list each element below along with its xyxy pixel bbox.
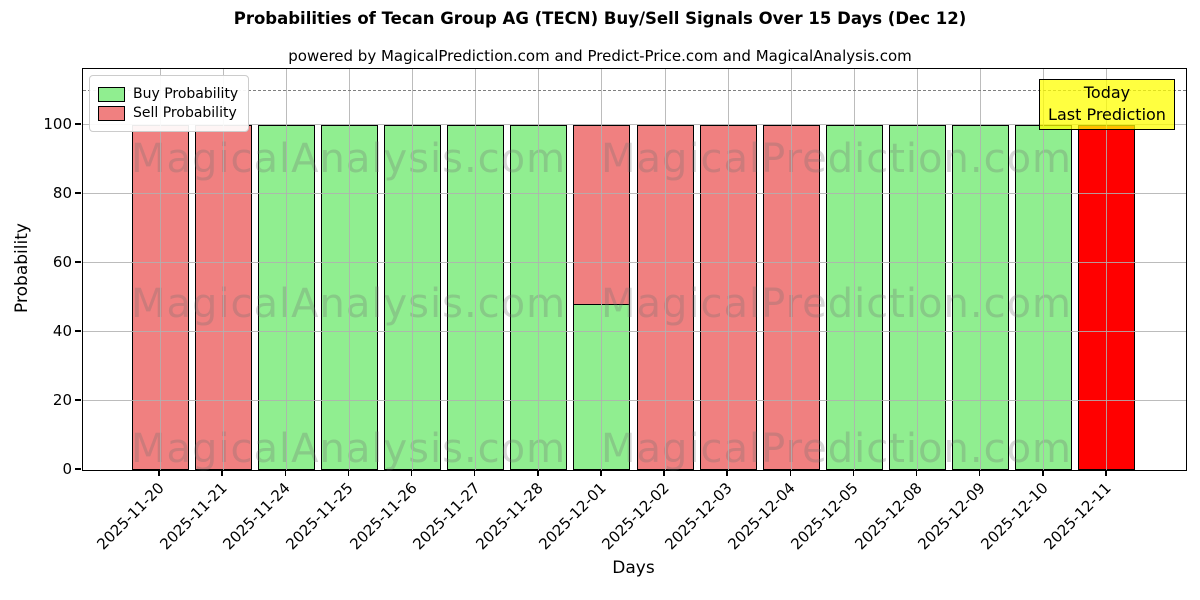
chart-title: Probabilities of Tecan Group AG (TECN) B… [233, 9, 967, 28]
y-tick-mark [75, 330, 81, 332]
vertical-gridline [285, 69, 287, 470]
x-tick-label: 2025-11-21 [156, 479, 231, 554]
x-tick-mark [978, 470, 981, 476]
legend-sell-label: Sell Probability [133, 105, 237, 121]
x-tick-mark [1105, 470, 1107, 476]
x-tick-label: 2025-12-10 [977, 479, 1052, 554]
y-tick-mark [75, 468, 81, 470]
legend-item-sell: Sell Probability [98, 105, 238, 121]
y-tick-mark [75, 192, 81, 194]
y-tick-mark [75, 123, 81, 125]
x-tick-label: 2025-11-24 [219, 479, 294, 554]
x-tick-mark [473, 470, 476, 476]
horizontal-gridline [83, 400, 1186, 402]
x-tick-mark [537, 470, 539, 476]
x-tick-label: 2025-11-25 [282, 479, 358, 554]
x-axis-label: Days [612, 558, 655, 578]
vertical-gridline [790, 69, 792, 470]
x-tick-label: 2025-12-01 [535, 479, 610, 554]
vertical-gridline [727, 69, 729, 470]
x-tick-label: 2025-11-27 [408, 479, 484, 554]
x-tick-mark [410, 470, 413, 476]
vertical-gridline [222, 69, 224, 470]
vertical-gridline [917, 69, 919, 470]
legend-buy-label: Buy Probability [133, 86, 239, 102]
x-tick-label: 2025-12-08 [850, 479, 926, 554]
x-tick-mark [915, 470, 918, 476]
horizontal-gridline [83, 193, 1186, 195]
y-tick-mark [75, 399, 81, 401]
chart-subtitle: powered by MagicalPrediction.com and Pre… [288, 47, 912, 65]
vertical-gridline [348, 69, 350, 470]
x-tick-mark [347, 470, 350, 476]
x-tick-mark [663, 470, 665, 476]
vertical-gridline [853, 69, 855, 470]
x-tick-label: 2025-12-11 [1040, 479, 1115, 554]
x-tick-mark [789, 470, 792, 476]
x-tick-label: 2025-12-03 [661, 479, 736, 554]
today-annotation-line1: Today [1083, 83, 1131, 102]
today-annotation-line2: Last Prediction [1048, 105, 1166, 125]
y-tick-label: 20 [52, 390, 72, 409]
y-tick-label: 100 [43, 114, 72, 133]
x-tick-mark [726, 470, 728, 476]
vertical-gridline [538, 69, 540, 470]
y-axis-label: Probability [12, 223, 32, 313]
y-tick-label: 60 [52, 252, 72, 271]
horizontal-gridline [83, 331, 1186, 333]
x-tick-mark [158, 470, 160, 476]
sell-swatch [98, 105, 125, 121]
vertical-gridline [475, 69, 477, 470]
buy-swatch [98, 86, 125, 102]
y-tick-mark [75, 261, 81, 263]
legend-item-buy: Buy Probability [98, 86, 238, 102]
vertical-gridline [601, 69, 603, 470]
watermark-text: MagicalAnalysis.com [131, 136, 567, 182]
vertical-gridline [412, 69, 414, 470]
x-tick-label: 2025-11-26 [345, 479, 421, 554]
vertical-gridline [1043, 69, 1045, 470]
x-tick-mark [284, 470, 286, 476]
plot-area: Buy Probability Sell Probability Today L… [82, 68, 1187, 472]
x-tick-label: 2025-12-02 [598, 479, 673, 554]
horizontal-gridline [83, 262, 1186, 264]
x-tick-mark [1042, 470, 1044, 476]
legend: Buy Probability Sell Probability [89, 75, 250, 132]
today-annotation: Today Last Prediction [1039, 79, 1175, 131]
x-tick-label: 2025-11-20 [93, 479, 168, 554]
watermark-text: MagicalPrediction.com [601, 136, 1072, 182]
x-tick-label: 2025-12-05 [787, 479, 863, 554]
vertical-gridline [159, 69, 161, 470]
vertical-gridline [980, 69, 982, 470]
dashed-threshold-line [83, 90, 1186, 92]
y-tick-label: 0 [62, 460, 72, 478]
vertical-gridline [1106, 69, 1108, 470]
watermark-text: MagicalAnalysis.com [131, 281, 567, 327]
x-tick-mark [600, 470, 602, 476]
watermark-text: MagicalPrediction.com [601, 281, 1072, 327]
x-tick-label: 2025-11-28 [472, 479, 547, 554]
y-tick-label: 40 [52, 321, 72, 340]
horizontal-gridline [83, 124, 1186, 126]
x-tick-mark [852, 470, 855, 476]
vertical-gridline [664, 69, 666, 470]
watermark-text: MagicalAnalysis.com [131, 426, 567, 472]
watermark-text: MagicalPrediction.com [601, 426, 1072, 472]
x-tick-label: 2025-12-04 [724, 479, 800, 554]
y-tick-label: 80 [52, 183, 72, 202]
x-tick-label: 2025-12-09 [914, 479, 989, 554]
x-tick-mark [221, 470, 223, 476]
